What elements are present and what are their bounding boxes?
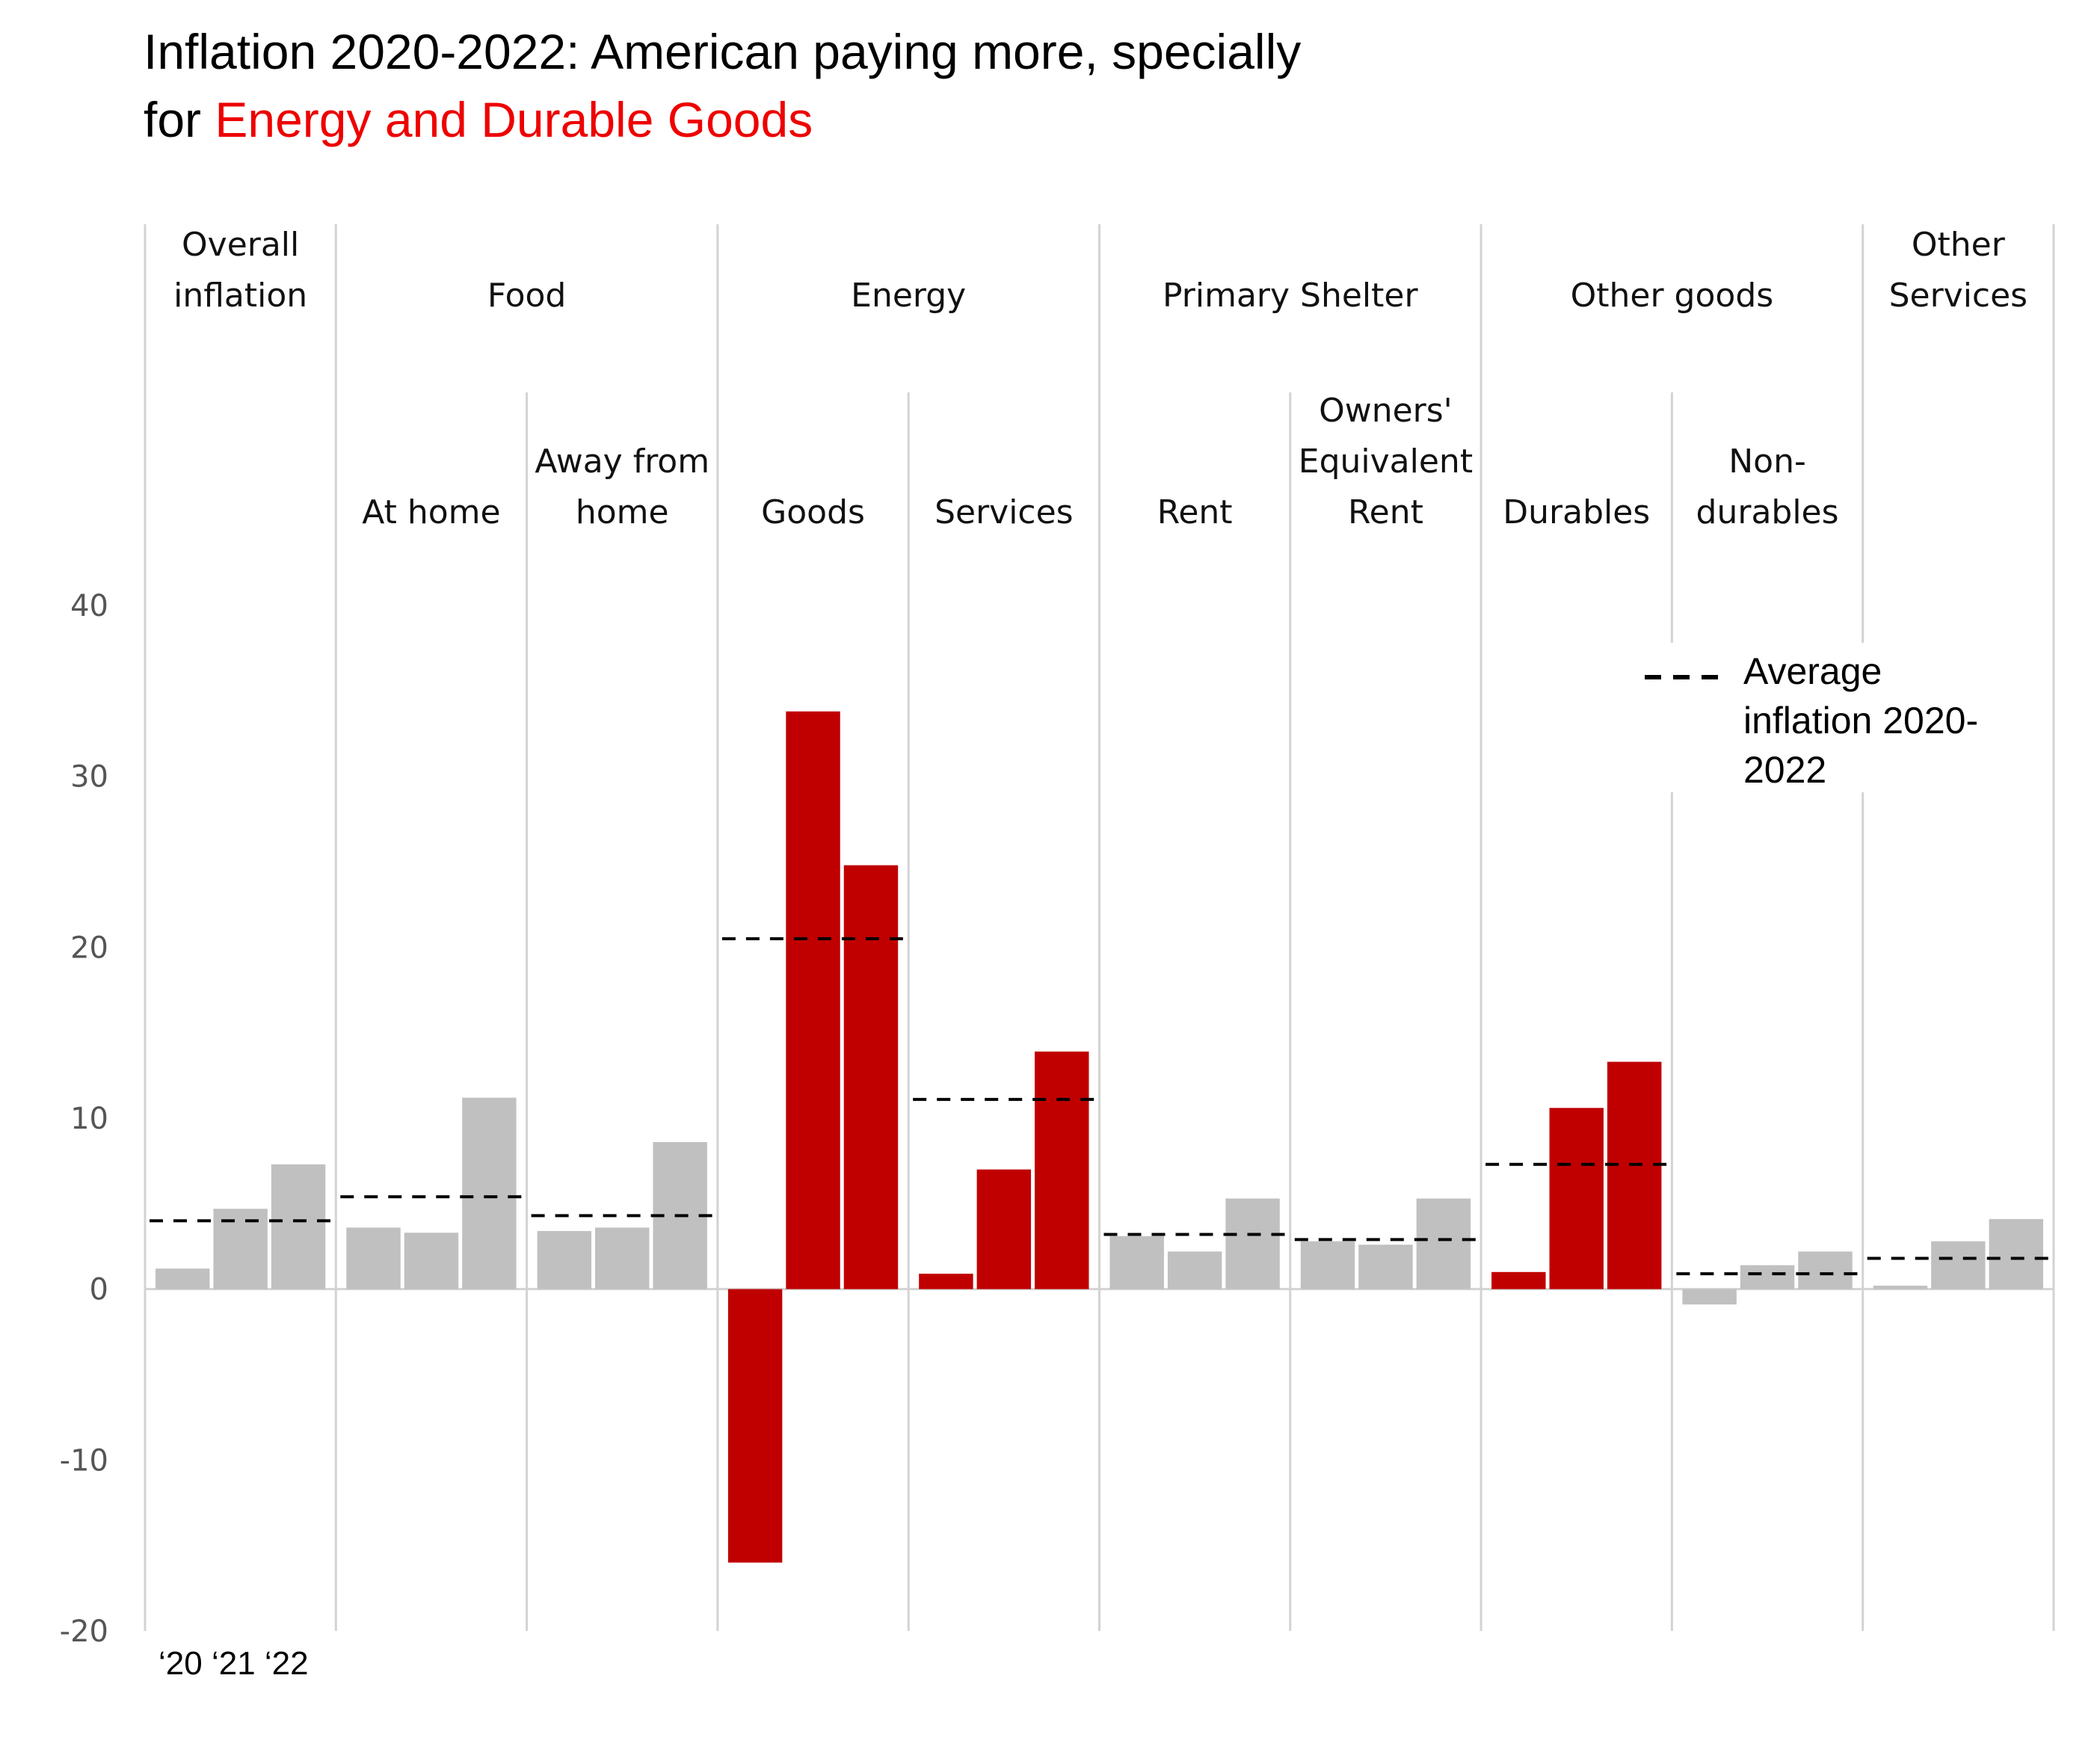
legend: Average inflation 2020- 2022 — [1633, 643, 2048, 792]
y-tick-label: 20 — [70, 931, 108, 965]
title-line-2-prefix: for — [144, 92, 215, 147]
bar — [1931, 1241, 1986, 1289]
bar — [843, 865, 899, 1289]
bar — [462, 1097, 517, 1289]
group-label: Energy — [851, 277, 966, 315]
chart-title-line-2: for Energy and Durable Goods — [144, 92, 813, 147]
legend-entry-text: Average — [1743, 650, 1882, 692]
y-tick-label: 10 — [70, 1102, 108, 1136]
y-tick-label: 30 — [70, 760, 108, 795]
bar — [404, 1233, 459, 1289]
category-label: Equivalent — [1299, 442, 1473, 481]
category-label: Owners' — [1319, 392, 1453, 430]
y-tick-label: 40 — [70, 589, 108, 623]
bar — [1740, 1265, 1795, 1289]
bar — [786, 711, 840, 1289]
bar — [1989, 1218, 2043, 1289]
chart-title: Inflation 2020-2022: American paying mor… — [144, 24, 1301, 79]
bar — [1035, 1051, 1089, 1289]
bar — [1416, 1198, 1471, 1289]
bar — [1873, 1286, 1928, 1289]
bar — [1109, 1236, 1164, 1289]
category-label: Services — [934, 493, 1074, 531]
category-label: Rent — [1348, 493, 1423, 531]
y-axis-ticks: 40 30 20 10 0 -10 -20 — [60, 589, 108, 1649]
category-label: durables — [1696, 493, 1839, 531]
legend-entry-text: inflation 2020- — [1743, 700, 1978, 741]
group-label: Other — [1912, 226, 2006, 264]
category-label: Rent — [1157, 493, 1233, 531]
bar — [1491, 1271, 1546, 1289]
y-tick-label: -20 — [60, 1615, 108, 1649]
gridlines — [144, 224, 2055, 1631]
bars — [156, 711, 2043, 1563]
category-label: Durables — [1503, 493, 1650, 531]
average-lines — [150, 937, 2049, 1276]
bar — [919, 1274, 973, 1289]
year-axis-label: ‘20 ‘21 ‘22 — [158, 1645, 309, 1682]
bar — [1300, 1241, 1355, 1289]
category-label: Goods — [761, 493, 865, 531]
group-label: Other goods — [1571, 277, 1774, 315]
bar — [271, 1164, 326, 1289]
bar — [1607, 1061, 1662, 1289]
bar — [156, 1268, 210, 1289]
bar — [976, 1169, 1032, 1289]
bar — [537, 1230, 592, 1289]
bar — [1358, 1245, 1413, 1289]
legend-entry-text: 2022 — [1743, 749, 1826, 791]
legend-background — [1633, 643, 2048, 792]
bar — [1225, 1198, 1280, 1289]
title-line-2-highlight: Energy and Durable Goods — [215, 92, 813, 147]
category-label: Non- — [1728, 442, 1806, 481]
group-label: Food — [487, 277, 567, 315]
bar — [727, 1289, 783, 1563]
category-label: At home — [362, 493, 500, 531]
bar — [1798, 1251, 1853, 1289]
group-label: inflation — [173, 277, 307, 315]
group-label: Services — [1889, 277, 2028, 315]
bar — [1167, 1251, 1222, 1289]
bar — [1682, 1289, 1737, 1305]
group-label: Overall — [182, 226, 299, 264]
category-labels: Overall inflation Food Energy Primary Shelte… — [173, 226, 2027, 531]
bar — [346, 1227, 401, 1289]
category-label: home — [576, 493, 669, 531]
category-label: Away from — [535, 442, 709, 481]
bar — [595, 1227, 650, 1289]
group-label: Primary Shelter — [1163, 277, 1418, 315]
y-tick-label: 0 — [90, 1273, 108, 1307]
title-line-1: Inflation 2020-2022: American paying mor… — [144, 24, 1301, 79]
y-tick-label: -10 — [60, 1443, 108, 1478]
bar — [1549, 1108, 1604, 1289]
